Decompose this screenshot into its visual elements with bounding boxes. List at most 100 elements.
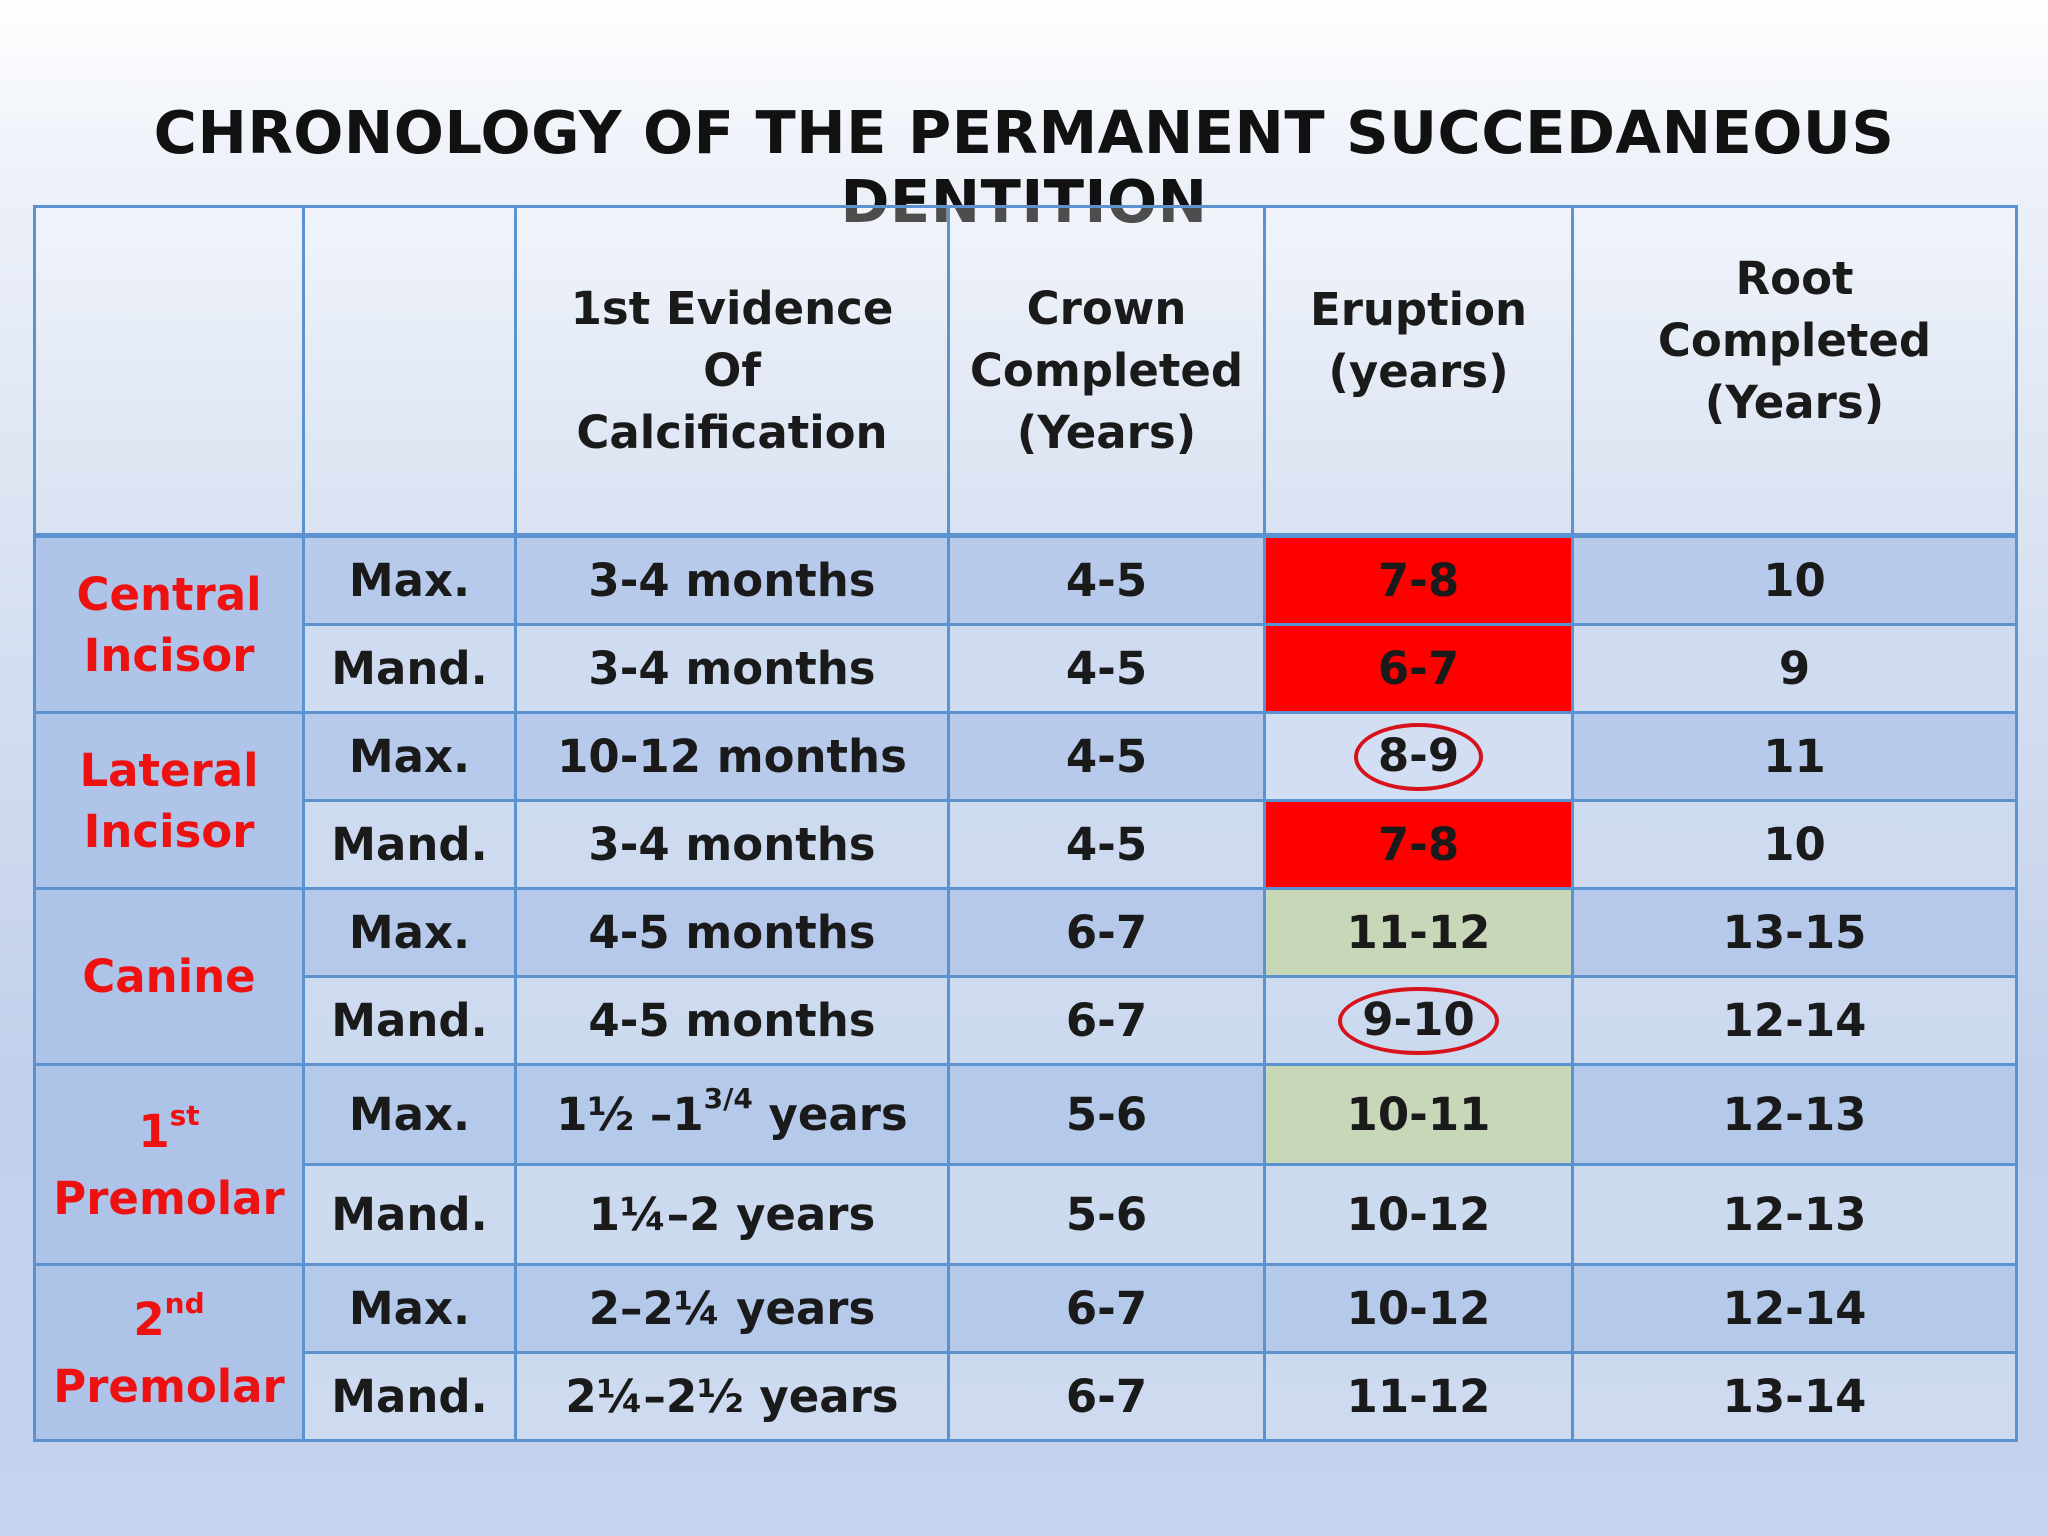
table-row: Mand. 3-4 months 4-5 6-7 9 [35, 623, 2018, 714]
table-row: Central Incisor Max. 3-4 months 4-5 7-8 … [33, 534, 2018, 714]
eruption-cell: 11-12 [1263, 1351, 1574, 1442]
header-crown-line1: Crown [1026, 281, 1187, 335]
root-cell: 12-13 [1571, 1063, 2018, 1166]
root-cell: 13-14 [1571, 1351, 2018, 1442]
crown-cell: 4-5 [947, 799, 1266, 890]
header-eruption: Eruption (years) [1263, 205, 1574, 538]
header-crown-line3: (Years) [1016, 405, 1197, 459]
tooth-label-name: Premolar [53, 1171, 285, 1225]
jaw-cell: Max. [302, 711, 517, 802]
tooth-lateral-incisor: Lateral Incisor [33, 711, 305, 890]
jaw-cell: Max. [302, 534, 517, 626]
header-root-line1: Root [1735, 251, 1854, 305]
tooth-ordinal-suffix: nd [164, 1286, 205, 1320]
table-row: 2nd Premolar Max. 2–2¼ years 6-7 10-12 1… [33, 1263, 2018, 1442]
calcification-cell: 3-4 months [514, 799, 950, 890]
table-row: Mand. 3-4 months 4-5 7-8 10 [35, 799, 2018, 890]
root-cell: 9 [1571, 623, 2018, 714]
header-eruption-line1: Eruption [1309, 282, 1528, 336]
tooth-ordinal-suffix: st [169, 1098, 200, 1132]
calcification-cell: 10-12 months [514, 711, 950, 802]
chronology-table: 1st Evidence Of Calcification Crown Comp… [33, 205, 2018, 1442]
tooth-central-incisor: Central Incisor [33, 534, 305, 714]
jaw-cell: Max. [302, 1063, 517, 1166]
header-eruption-line2: (years) [1328, 344, 1509, 398]
header-crown-line2: Completed [969, 343, 1244, 397]
crown-cell: 5-6 [947, 1163, 1266, 1266]
calcification-unit: years [752, 1088, 908, 1141]
eruption-cell: 10-12 [1263, 1263, 1574, 1354]
root-cell: 10 [1571, 799, 2018, 890]
header-jaw [302, 205, 517, 538]
table-row: Mand. 4-5 months 6-7 9-10 12-14 [35, 975, 2018, 1066]
root-cell: 13-15 [1571, 887, 2018, 978]
root-cell: 11 [1571, 711, 2018, 802]
eruption-cell: 6-7 [1263, 623, 1574, 714]
tooth-label-line2: Incisor [83, 804, 255, 858]
crown-cell: 4-5 [947, 711, 1266, 802]
jaw-cell: Mand. [302, 1163, 517, 1266]
jaw-cell: Mand. [302, 623, 517, 714]
eruption-cell: 10-12 [1263, 1163, 1574, 1266]
root-cell: 12-14 [1571, 975, 2018, 1066]
crown-cell: 6-7 [947, 975, 1266, 1066]
table-row: 1st Premolar Max. 1½ –13/4 years 5-6 10-… [33, 1063, 2018, 1266]
root-cell: 12-14 [1571, 1263, 2018, 1354]
calcification-cell: 4-5 months [514, 887, 950, 978]
crown-cell: 4-5 [947, 534, 1266, 626]
calcification-cell: 2–2¼ years [514, 1263, 950, 1354]
tooth-label-line2: Incisor [83, 628, 255, 682]
calcification-main: 1½ –1 [556, 1088, 704, 1141]
table-row: Mand. 1¼–2 years 5-6 10-12 12-13 [35, 1163, 2018, 1266]
jaw-cell: Mand. [302, 799, 517, 890]
eruption-cell: 7-8 [1263, 534, 1574, 626]
tooth-label-name: Premolar [53, 1359, 285, 1413]
tooth-label-line1: Lateral [79, 743, 259, 797]
calcification-cell: 3-4 months [514, 534, 950, 626]
eruption-cell: 11-12 [1263, 887, 1574, 978]
header-row: 1st Evidence Of Calcification Crown Comp… [33, 205, 2018, 538]
crown-cell: 6-7 [947, 1263, 1266, 1354]
header-root-completed: Root Completed (Years) [1571, 205, 2018, 538]
calcification-cell: 1¼–2 years [514, 1163, 950, 1266]
calcification-cell: 3-4 months [514, 623, 950, 714]
root-cell: 10 [1571, 534, 2018, 626]
crown-cell: 5-6 [947, 1063, 1266, 1166]
jaw-cell: Max. [302, 887, 517, 978]
jaw-cell: Mand. [302, 975, 517, 1066]
tooth-label-line1: Central [76, 567, 262, 621]
header-crown-completed: Crown Completed (Years) [947, 205, 1266, 538]
calcification-cell: 4-5 months [514, 975, 950, 1066]
header-root-line2: Completed [1657, 313, 1932, 367]
header-tooth [33, 205, 305, 538]
tooth-ordinal-number: 2 [133, 1292, 165, 1346]
calcification-cell: 2¼–2½ years [514, 1351, 950, 1442]
header-root-line3: (Years) [1704, 375, 1885, 429]
table-row: Mand. 2¼–2½ years 6-7 11-12 13-14 [35, 1351, 2018, 1442]
eruption-cell: 10-11 [1263, 1063, 1574, 1166]
slide-title: CHRONOLOGY OF THE PERMANENT SUCCEDANEOUS… [153, 98, 1895, 236]
crown-cell: 6-7 [947, 1351, 1266, 1442]
jaw-cell: Max. [302, 1263, 517, 1354]
tooth-second-premolar: 2nd Premolar [33, 1263, 305, 1442]
tooth-ordinal: 2nd [36, 1289, 302, 1350]
table-row: Canine Max. 4-5 months 6-7 11-12 13-15 [33, 887, 2018, 1066]
tooth-ordinal: 1st [36, 1101, 302, 1162]
tooth-canine: Canine [33, 887, 305, 1066]
circled-eruption-value: 9-10 [1338, 986, 1499, 1055]
tooth-ordinal-number: 1 [138, 1104, 170, 1158]
tooth-first-premolar: 1st Premolar [33, 1063, 305, 1266]
calcification-cell: 1½ –13/4 years [514, 1063, 950, 1166]
eruption-cell: 8-9 [1263, 711, 1574, 802]
eruption-cell: 9-10 [1263, 975, 1574, 1066]
crown-cell: 4-5 [947, 623, 1266, 714]
header-calcification: 1st Evidence Of Calcification [514, 205, 950, 538]
root-cell: 12-13 [1571, 1163, 2018, 1266]
jaw-cell: Mand. [302, 1351, 517, 1442]
header-calcification-text: 1st Evidence Of Calcification [570, 281, 894, 459]
circled-eruption-value: 8-9 [1353, 722, 1484, 791]
calcification-superscript: 3/4 [703, 1082, 753, 1115]
eruption-cell: 7-8 [1263, 799, 1574, 890]
crown-cell: 6-7 [947, 887, 1266, 978]
table-row: Lateral Incisor Max. 10-12 months 4-5 8-… [33, 711, 2018, 890]
